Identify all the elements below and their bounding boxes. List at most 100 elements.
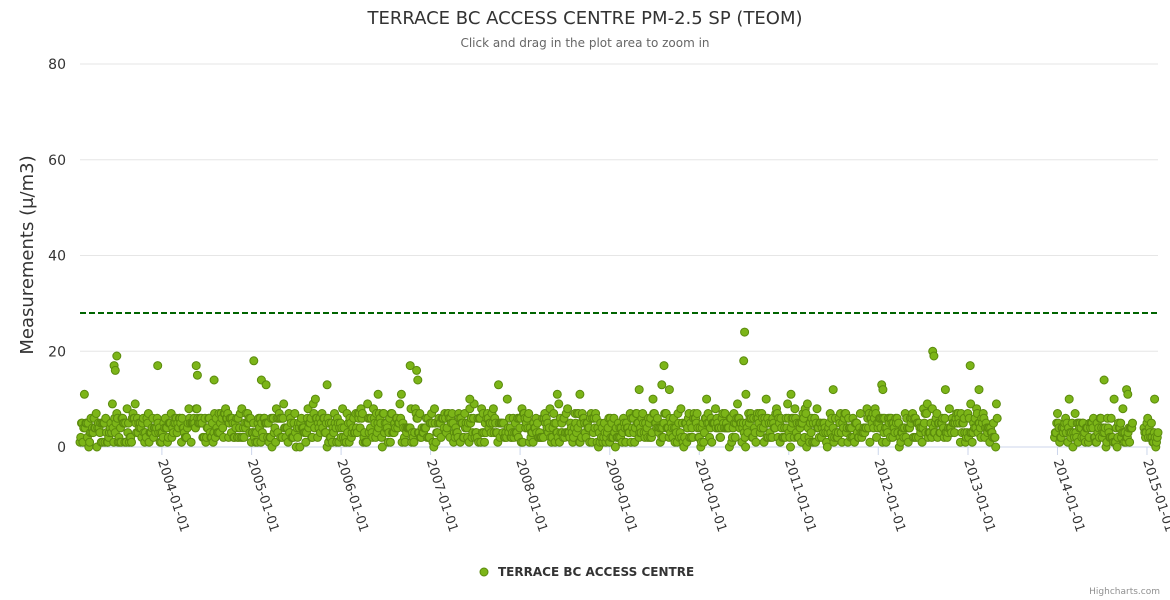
- data-point[interactable]: [1064, 394, 1074, 404]
- data-point[interactable]: [130, 399, 140, 409]
- data-point[interactable]: [740, 327, 750, 337]
- data-point[interactable]: [664, 385, 674, 395]
- data-point[interactable]: [855, 409, 865, 418]
- data-point[interactable]: [676, 404, 686, 414]
- data-point[interactable]: [524, 409, 534, 418]
- data-point[interactable]: [373, 389, 383, 399]
- data-point[interactable]: [865, 437, 875, 447]
- data-point[interactable]: [828, 385, 838, 395]
- data-point[interactable]: [293, 432, 303, 442]
- data-point[interactable]: [610, 442, 620, 452]
- data-point[interactable]: [261, 380, 271, 390]
- data-point[interactable]: [944, 404, 954, 414]
- data-point[interactable]: [741, 389, 751, 399]
- data-point[interactable]: [239, 432, 249, 442]
- data-point[interactable]: [783, 399, 793, 409]
- data-point[interactable]: [917, 437, 927, 447]
- data-point[interactable]: [480, 437, 489, 447]
- data-point[interactable]: [1112, 442, 1122, 452]
- data-point[interactable]: [1109, 394, 1119, 404]
- data-point[interactable]: [122, 404, 132, 414]
- data-point[interactable]: [494, 380, 503, 390]
- data-point[interactable]: [385, 437, 395, 447]
- data-point[interactable]: [932, 409, 942, 418]
- data-point[interactable]: [702, 394, 712, 404]
- data-point[interactable]: [966, 399, 976, 409]
- data-point[interactable]: [430, 404, 439, 414]
- data-point[interactable]: [249, 356, 259, 366]
- data-point[interactable]: [85, 437, 95, 447]
- data-point[interactable]: [922, 409, 932, 418]
- data-point[interactable]: [322, 380, 332, 390]
- data-point[interactable]: [279, 399, 289, 409]
- data-point[interactable]: [549, 409, 559, 418]
- data-point[interactable]: [741, 442, 751, 452]
- data-point[interactable]: [707, 437, 717, 447]
- data-point[interactable]: [967, 437, 977, 447]
- data-point[interactable]: [786, 389, 796, 399]
- data-point[interactable]: [878, 385, 888, 395]
- data-point[interactable]: [218, 423, 228, 433]
- data-point[interactable]: [575, 389, 585, 399]
- data-point[interactable]: [310, 394, 320, 404]
- data-point[interactable]: [751, 437, 761, 447]
- data-point[interactable]: [395, 399, 405, 409]
- legend-item-label[interactable]: TERRACE BC ACCESS CENTRE: [498, 565, 694, 579]
- data-point[interactable]: [153, 361, 163, 371]
- series-points[interactable]: [75, 327, 1163, 452]
- data-point[interactable]: [790, 404, 800, 414]
- data-point[interactable]: [1146, 418, 1156, 428]
- data-point[interactable]: [377, 442, 387, 452]
- data-point[interactable]: [929, 351, 939, 361]
- data-point[interactable]: [107, 399, 117, 409]
- data-point[interactable]: [488, 404, 498, 414]
- data-point[interactable]: [362, 437, 372, 447]
- data-point[interactable]: [396, 389, 406, 399]
- data-point[interactable]: [1150, 394, 1160, 404]
- data-point[interactable]: [1153, 428, 1163, 438]
- data-point[interactable]: [405, 361, 415, 371]
- data-point[interactable]: [634, 385, 644, 395]
- data-point[interactable]: [301, 437, 311, 447]
- data-point[interactable]: [209, 375, 219, 385]
- credits-link[interactable]: Highcharts.com: [1089, 587, 1160, 597]
- data-point[interactable]: [950, 428, 959, 438]
- data-point[interactable]: [554, 399, 564, 409]
- legend[interactable]: TERRACE BC ACCESS CENTRE: [479, 565, 694, 579]
- data-point[interactable]: [990, 432, 1000, 442]
- data-point[interactable]: [761, 394, 771, 404]
- data-point[interactable]: [412, 365, 422, 375]
- data-point[interactable]: [110, 365, 120, 375]
- data-point[interactable]: [415, 409, 425, 418]
- data-point[interactable]: [991, 442, 1001, 452]
- data-point[interactable]: [563, 404, 573, 414]
- data-point[interactable]: [659, 361, 669, 371]
- data-point[interactable]: [192, 404, 202, 414]
- data-point[interactable]: [413, 375, 423, 385]
- data-point[interactable]: [112, 351, 122, 361]
- data-point[interactable]: [1099, 375, 1109, 385]
- data-point[interactable]: [290, 409, 300, 418]
- data-point[interactable]: [648, 394, 658, 404]
- data-point[interactable]: [552, 389, 562, 399]
- data-point[interactable]: [801, 409, 811, 418]
- data-point[interactable]: [357, 409, 367, 418]
- data-point[interactable]: [822, 442, 832, 452]
- data-point[interactable]: [295, 442, 305, 452]
- data-point[interactable]: [409, 437, 419, 447]
- data-point[interactable]: [733, 399, 742, 409]
- data-point[interactable]: [991, 399, 1001, 409]
- data-point[interactable]: [1106, 413, 1116, 423]
- data-point[interactable]: [940, 413, 950, 423]
- legend-marker[interactable]: [479, 567, 489, 577]
- data-point[interactable]: [638, 409, 648, 418]
- data-point[interactable]: [739, 356, 749, 366]
- data-point[interactable]: [186, 437, 196, 447]
- data-point[interactable]: [127, 437, 136, 447]
- data-point[interactable]: [802, 399, 812, 409]
- data-point[interactable]: [91, 409, 101, 418]
- data-point[interactable]: [502, 394, 512, 404]
- data-point[interactable]: [1125, 437, 1135, 447]
- data-point[interactable]: [812, 404, 822, 414]
